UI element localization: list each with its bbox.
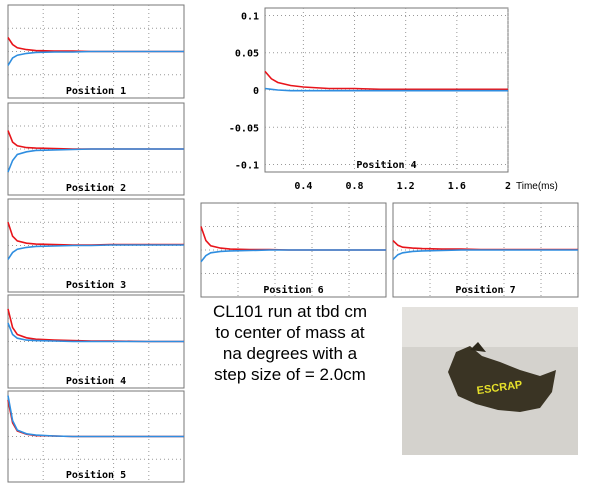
photo: ESCRAP xyxy=(402,307,578,455)
charts: Position 1 Position 2 Position 3 Position 4… xyxy=(7,4,579,483)
x-tick-label: 0.4 xyxy=(294,181,312,192)
series-line xyxy=(7,148,184,173)
series-line xyxy=(264,70,508,91)
chart-title: Position 5 xyxy=(66,469,126,481)
series-line xyxy=(7,244,184,260)
x-tick-label: 2 xyxy=(505,181,511,192)
rock-edge xyxy=(470,342,486,352)
chart-title: Position 3 xyxy=(66,279,126,291)
chart: Position 7 xyxy=(392,202,579,298)
x-tick-label: 1.2 xyxy=(397,181,415,192)
chart-title: Position 7 xyxy=(455,284,515,296)
series-line xyxy=(200,249,386,263)
x-axis-label: Time(ms) xyxy=(516,181,558,192)
series-line xyxy=(7,50,184,66)
caption: CL101 run at tbd cm to center of mass at… xyxy=(213,302,367,384)
series-line xyxy=(7,395,184,438)
caption-line: CL101 run at tbd cm xyxy=(213,302,367,321)
chart: Position 1 xyxy=(7,4,185,99)
caption-line: step size of = 2.0cm xyxy=(214,365,366,384)
chart-title: Position 4 xyxy=(356,159,416,171)
chart: Position 3 xyxy=(7,198,185,293)
chart: Position 2 xyxy=(7,102,185,196)
chart: -0.1 -0.05 0 0.05 0.1 0.4 0.8 1.2 1.6 2 Time(ms) Po… xyxy=(229,7,558,192)
series-line xyxy=(392,249,578,260)
caption-line: to center of mass at xyxy=(215,323,365,342)
y-tick-label: -0.1 xyxy=(235,161,259,172)
chart: Position 4 xyxy=(7,294,185,389)
y-tick-label: 0.05 xyxy=(235,49,259,60)
chart-title: Position 6 xyxy=(263,284,323,296)
chart-title: Position 2 xyxy=(66,182,126,194)
chart-title: Position 4 xyxy=(66,375,126,387)
y-tick-label: 0 xyxy=(253,86,259,97)
y-tick-label: -0.05 xyxy=(229,123,259,134)
series-line xyxy=(7,322,184,343)
caption-line: na degrees with a xyxy=(223,344,358,363)
y-tick-label: 0.1 xyxy=(241,11,259,22)
chart: Position 6 xyxy=(200,202,387,298)
photo-bg-top xyxy=(402,307,578,347)
chart: Position 5 xyxy=(7,390,185,483)
x-tick-label: 0.8 xyxy=(345,181,363,192)
series-line xyxy=(264,87,508,92)
rock xyxy=(448,346,556,412)
chart-title: Position 1 xyxy=(66,85,126,97)
x-tick-label: 1.6 xyxy=(448,181,466,192)
